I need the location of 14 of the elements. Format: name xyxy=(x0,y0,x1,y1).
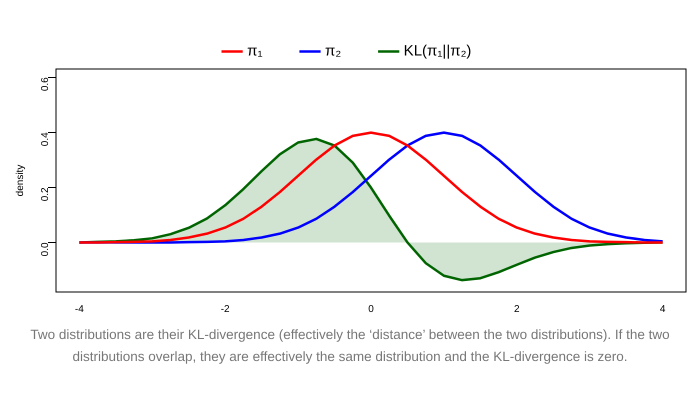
legend-label: π₁ xyxy=(247,42,263,60)
text: Two distributions are their KL-divergence (effectively the ‘distance’ between the two distributions). If the two distributions overlap, they are effectively the same distribution and the KL-divergence is zero. xyxy=(29,326,671,366)
legend-label: KL(π₁||π₂) xyxy=(404,42,472,60)
x-tick-label: -2 xyxy=(220,304,230,315)
y-tick-label: 0.4 xyxy=(40,132,51,146)
y-tick-label: 0.0 xyxy=(40,242,51,256)
legend-label: π₂ xyxy=(325,42,342,60)
x-tick-label: 4 xyxy=(660,304,666,315)
x-tick-label: -4 xyxy=(74,304,84,315)
x-tick-label: 0 xyxy=(368,304,374,315)
x-tick-label: 2 xyxy=(514,304,520,315)
y-axis-title: density xyxy=(14,164,26,196)
y-tick-label: 0.6 xyxy=(40,76,51,92)
y-tick-label: 0.2 xyxy=(40,186,51,202)
